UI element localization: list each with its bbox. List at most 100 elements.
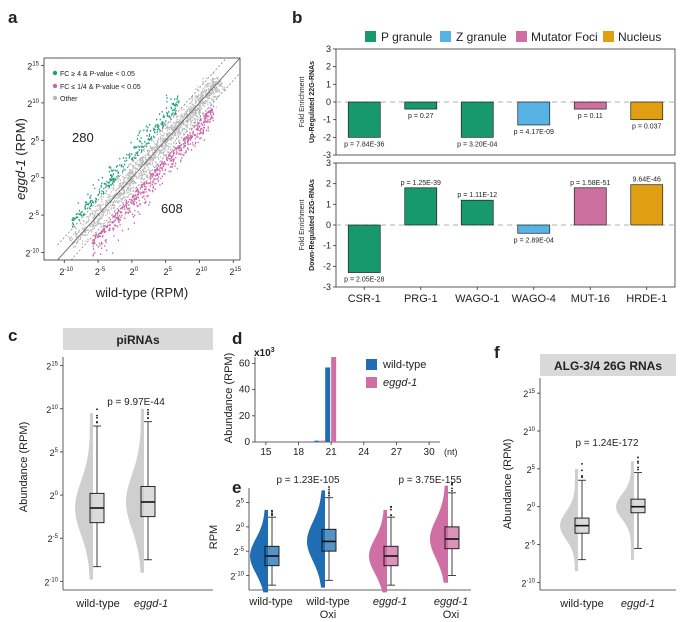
panel-e-group-3-outlier-0: [451, 490, 453, 492]
panel-b-top-pvalue-wago-4: p = 4.17E-09: [514, 129, 554, 136]
panel-e-ytick-label-3-exp: -10: [235, 571, 244, 577]
panel-e-group-0-outlier-4: [271, 509, 273, 512]
panel-c-ytick-label-2-exp: 5: [55, 448, 59, 454]
panel-f-ytick-label-4-exp: -5: [530, 541, 536, 547]
panel-f-ytick-label-4: 2-5: [525, 541, 536, 551]
panel-e-group-0-violin: [250, 509, 268, 593]
panel-e-group-1-outlier-2: [328, 488, 330, 491]
legend-nucleus-label: Nucleus: [618, 30, 661, 44]
panel-e-y-axis-label: RPM: [208, 525, 220, 549]
panel-a-ytick-label-2-exp: 5: [36, 136, 40, 142]
panel-d-xtick-label-4: 27: [391, 447, 403, 458]
panel-c-ytick-label-1: 210: [46, 405, 58, 415]
panel-d-bars: [314, 357, 337, 442]
panel-c-ytick-label-0-base: 2: [46, 362, 51, 372]
panel-d-xtick-label-3: 24: [358, 447, 370, 458]
panel-e-ytick-label-2: 2-5: [234, 547, 245, 557]
panel-e-pvalue-eggd: p = 3.75E-155: [398, 475, 462, 486]
panel-e-group-3-box: [444, 526, 460, 550]
panel-c-wt-violin: [75, 413, 93, 580]
panel-b-category-labels: CSR-1 PRG-1 WAGO-1 WAGO-4 MUT-16 HRDE-1: [348, 287, 667, 305]
panel-b-top-bar-prg-1: [404, 101, 438, 110]
legend-wt-label: wild-type: [382, 359, 426, 371]
panel-e-group-1-violin: [307, 490, 325, 588]
panel-f-pvalue: p = 1.24E-172: [575, 438, 639, 449]
panel-f-alg34: f ALG-3/4 26G RNAs p = 1.24E-172 Abundan…: [494, 343, 676, 610]
panel-e-violins: [250, 482, 460, 593]
panel-e-xsublabel-3: Oxi: [443, 609, 460, 621]
panel-b-enrichment: b P granule Z granule Mutator Foci Nucle…: [292, 8, 676, 305]
panel-d-xtick-label-1: 18: [293, 447, 305, 458]
panel-b-bottom-bar-wago-1: [460, 199, 494, 226]
panel-a-xtick-label-4-base: 2: [196, 267, 201, 277]
panel-f-wt-outlier-4: [581, 469, 583, 472]
panel-c-ytick-label-0-exp: 15: [51, 362, 58, 368]
panel-b-bottom-ytick-label-3: 0: [326, 220, 331, 230]
legend-down-label: FC ≤ 1/4 & P-value < 0.05: [60, 84, 141, 91]
panel-e-group-1-outlier-3: [328, 491, 330, 493]
panel-b-top-bar-mut-16: [573, 101, 607, 110]
panel-f-wt-outlier-3: [581, 462, 583, 465]
panel-b-bottom-bar-prg-1: [404, 187, 438, 226]
panel-b-category-wago-4: WAGO-4: [512, 293, 556, 305]
panel-c-eggd-outlier-2: [147, 411, 149, 414]
up-count-label: 280: [72, 130, 94, 145]
panel-e-xlabel-1: wild-type: [305, 596, 349, 608]
panel-c-letter: c: [8, 326, 17, 345]
panel-d-scale: x103: [254, 347, 275, 359]
panel-f-ytick-label-5-base: 2: [521, 578, 526, 588]
panel-e-ytick-label-3-base: 2: [230, 571, 235, 581]
legend-eggd-swatch: [366, 377, 377, 388]
panel-a-xtick-label-5-exp: 15: [234, 267, 241, 273]
panel-b-bottom-ytick-label-0: 3: [326, 158, 331, 168]
panel-c-ytick-label-0: 215: [46, 362, 58, 372]
panel-a-ytick-label-1: 210: [27, 99, 39, 109]
panel-b-bottom-ytick-label-4: -1: [323, 241, 331, 251]
panel-f-ytick-label-1-base: 2: [523, 427, 528, 437]
panel-a-up-points: [71, 94, 180, 228]
panel-a-xtick-label-3: 25: [163, 267, 172, 277]
panel-e-group-2-violin: [369, 509, 387, 593]
panel-a-xtick-label-0-base: 2: [59, 267, 64, 277]
panel-a-ytick-label-0-base: 2: [27, 61, 32, 71]
panel-a-ytick-label-5-exp: -10: [30, 249, 39, 255]
panel-c-ytick-label-3: 20: [50, 491, 59, 501]
panel-c-ytick-label-4-exp: -5: [53, 534, 59, 540]
panel-c-wt-outlier-2: [96, 416, 98, 419]
panel-c-wt-outlier-4: [96, 408, 98, 411]
panel-a-xtick-label-0: 2-10: [59, 267, 73, 277]
panel-b-bottom-ytick-label-1: 2: [326, 179, 331, 189]
panel-e-group-3-violin: [430, 485, 448, 583]
panel-e-xlabel-0: wild-type: [248, 596, 292, 608]
panel-e-oxidation: e p = 1.23E-105 p = 3.75E-155 RPM 25202-…: [208, 475, 471, 621]
panel-b-top-bar-csr-1: [347, 101, 381, 138]
panel-c-ytick-label-5-exp: -10: [49, 577, 58, 583]
panel-b-bottom-ytick-label-5: -2: [323, 261, 331, 271]
panel-c-y-axis-label: Abundance (RPM): [18, 422, 30, 513]
panel-e-group-3-outlier-2: [451, 487, 453, 490]
panel-b-bottom-pvalue-wago-1: p = 1.11E-12: [457, 192, 497, 199]
panel-b-top-ytick-label-3: 0: [326, 97, 331, 107]
panel-a-xtick-label-5: 215: [229, 267, 241, 277]
panel-a-ytick-label-4: 2-5: [29, 211, 40, 221]
panel-b-top-pvalue-mut-16: p = 0.11: [578, 113, 603, 120]
panel-e-xsublabel-1: Oxi: [320, 609, 337, 621]
panel-c-ytick-label-3-exp: 0: [55, 491, 59, 497]
legend-p-granule-swatch: [365, 31, 376, 42]
panel-b-top-ytick-label-4: -1: [323, 115, 331, 125]
panel-b-bottom-ylabel-2: Down-Regulated 22G-RNAs: [309, 179, 316, 271]
panel-a-xtick-label-2-exp: 0: [135, 267, 139, 273]
panel-f-eggd-outlier-0: [637, 468, 639, 471]
legend-wt-swatch: [366, 359, 377, 370]
panel-a-ytick-label-4-exp: -5: [34, 211, 40, 217]
panel-c-pirna: c piRNAs p = 9.97E-44 Abundance (RPM) 21…: [8, 326, 213, 610]
panel-e-ytick-label-2-exp: -5: [239, 547, 245, 553]
panel-f-y-axis-label: Abundance (RPM): [502, 439, 514, 530]
panel-c-ytick-label-2: 25: [50, 448, 59, 458]
panel-e-group-3-outlier-4: [451, 483, 453, 486]
panel-c-wt-outlier-3: [96, 420, 98, 423]
